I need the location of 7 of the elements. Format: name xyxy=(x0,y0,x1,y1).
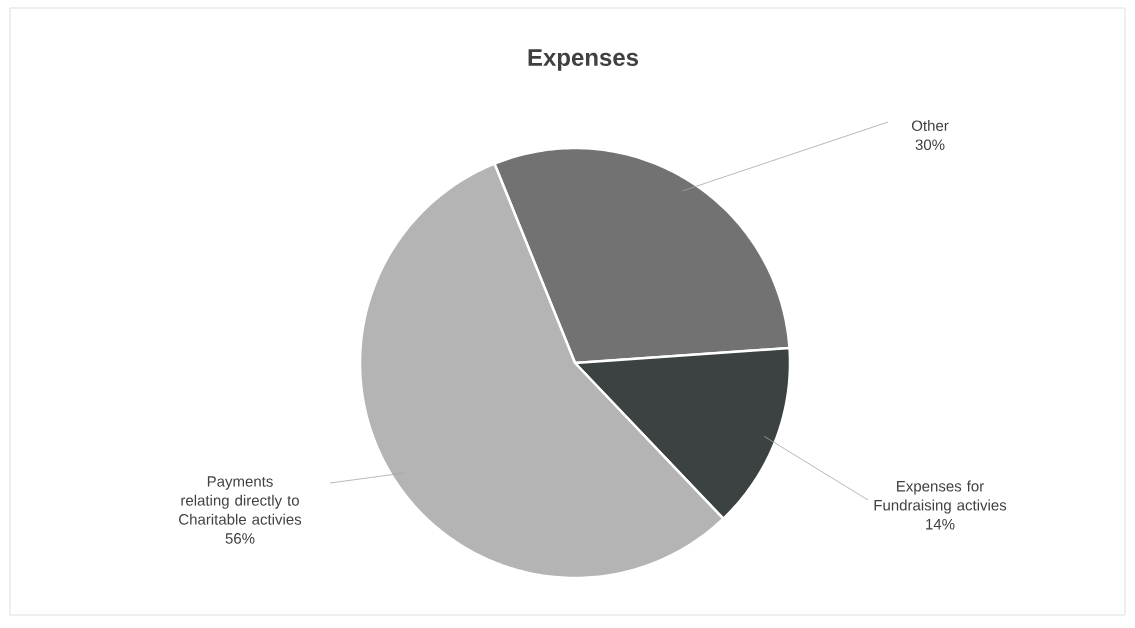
data-label: 14% xyxy=(926,518,955,530)
slice-label: Expenses for Fundraising activies xyxy=(874,480,1007,514)
chart-title: Expenses xyxy=(528,49,639,71)
data-label: 56% xyxy=(225,533,255,544)
legend-label: Payments relating directly to Charitable activies xyxy=(179,476,302,525)
slice-label: Other xyxy=(911,119,949,131)
data-label: 30% xyxy=(915,139,945,150)
